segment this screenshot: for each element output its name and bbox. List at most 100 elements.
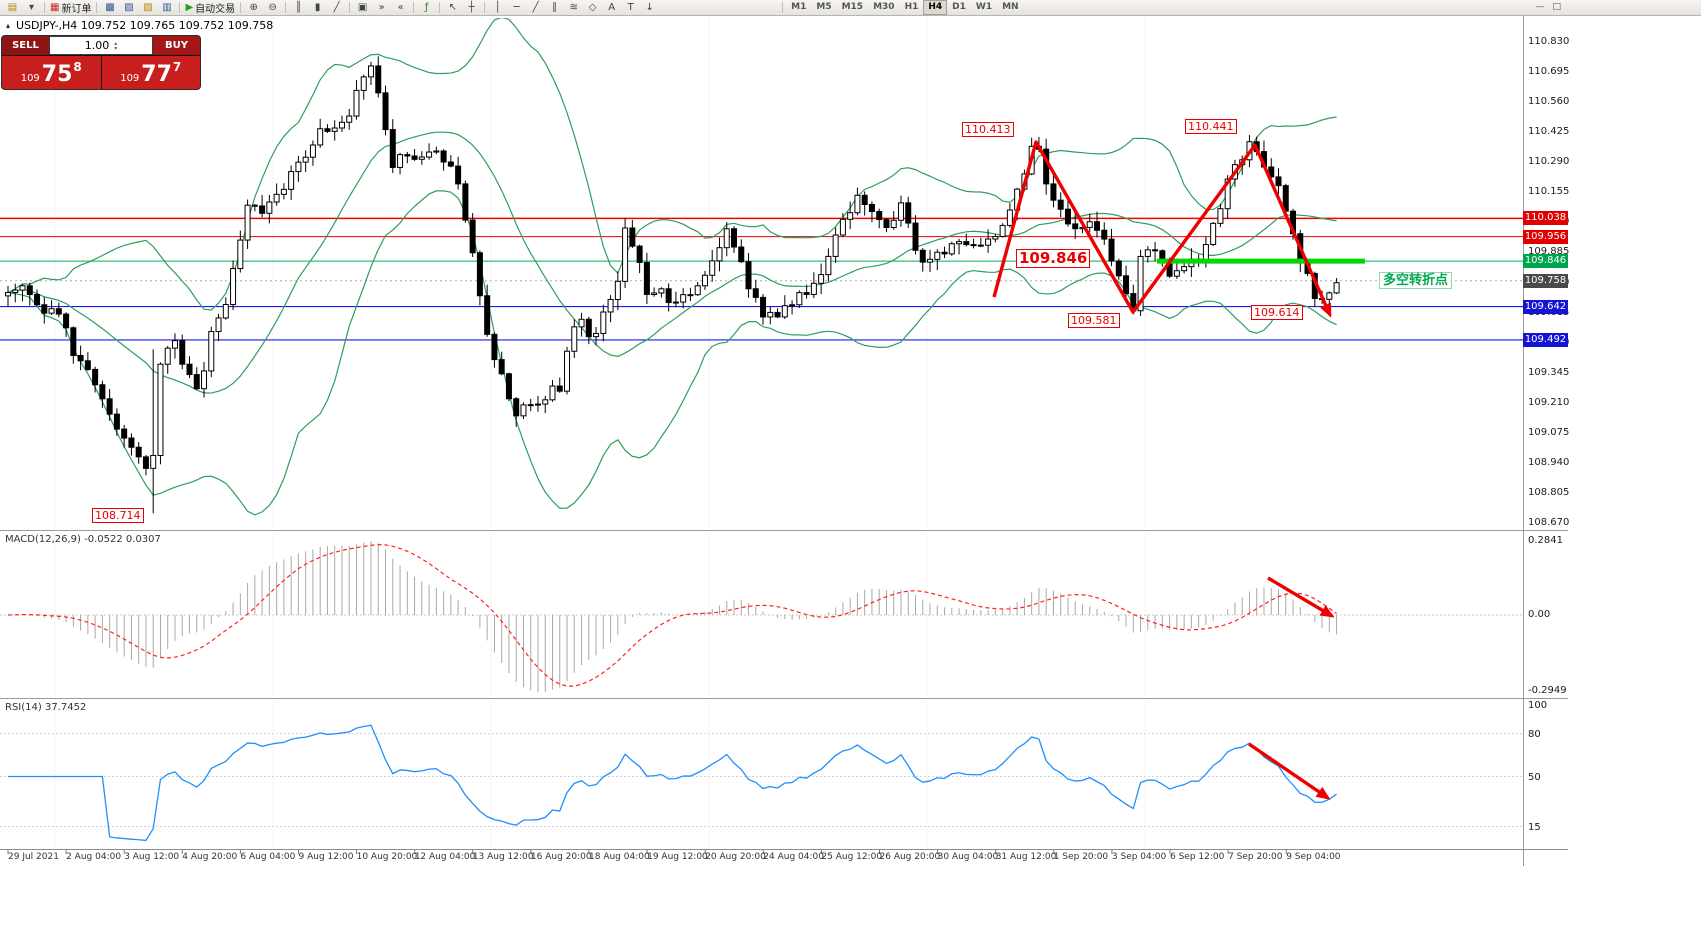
restore-window-icon[interactable]: □ (1552, 2, 1561, 12)
time-axis-label: 4 Aug 20:00 (182, 852, 238, 862)
buy-price-big: 77 (141, 62, 172, 87)
indicators-icon[interactable]: ƒ (417, 1, 436, 15)
spinner-up-icon[interactable]: ▴ (114, 39, 118, 47)
auto-scroll-icon: » (378, 1, 385, 13)
fibonacci-icon[interactable]: ≋ (564, 1, 583, 15)
zoom-in-icon: ⊕ (249, 1, 258, 13)
lot-size-value: 1.00 (84, 39, 110, 52)
sell-button[interactable]: SELL (2, 36, 49, 55)
new-chart-icon: ▤ (7, 1, 18, 13)
timeframe-m5[interactable]: M5 (816, 2, 832, 12)
arrow-object-icon: ↓ (645, 1, 654, 13)
timeframe-m15[interactable]: M15 (841, 2, 864, 12)
candlestick-chart-icon: ▮ (314, 1, 321, 13)
chart-shift-icon[interactable]: « (391, 1, 410, 15)
navigator-icon: ▧ (143, 1, 153, 13)
text-icon: A (608, 1, 616, 13)
panel-separator-rsi[interactable] (0, 697, 1568, 700)
price-tag: 109.492 (1523, 332, 1568, 347)
price-tag: 109.642 (1523, 299, 1568, 314)
crosshair-icon[interactable]: ┼ (462, 1, 481, 15)
time-axis-label: 6 Aug 04:00 (240, 852, 296, 862)
vertical-line-icon[interactable]: │ (488, 1, 507, 15)
new-chart-icon[interactable]: ▤ (3, 1, 22, 15)
price-axis-label: 110.425 (1528, 126, 1570, 138)
horizontal-line-icon[interactable]: ─ (507, 1, 526, 15)
equidistant-channel-icon[interactable]: ∥ (545, 1, 564, 15)
cursor-icon[interactable]: ↖ (443, 1, 462, 15)
zoom-out-icon[interactable]: ⊖ (263, 1, 282, 15)
rsi-axis-label: 100 (1528, 700, 1548, 711)
rsi-indicator-label: RSI(14) 37.7452 (5, 702, 87, 713)
zoom-out-icon: ⊖ (268, 1, 277, 13)
trendline-icon[interactable]: ╱ (526, 1, 545, 15)
price-axis-label: 108.670 (1528, 517, 1570, 528)
buy-price-display[interactable]: 109 77 7 (101, 56, 200, 89)
chart-shift-icon: « (397, 1, 404, 13)
turning-point-label[interactable]: 多空转折点 (1379, 272, 1453, 289)
minimize-window-icon[interactable]: — (1535, 2, 1545, 12)
rsi-axis-label: 50 (1528, 771, 1541, 783)
swing-high-label-2[interactable]: 110.441 (1185, 119, 1237, 134)
new-order-button[interactable]: ▦ 新订单 (48, 1, 93, 15)
window-controls: — □ (1535, 2, 1561, 12)
swing-low-label-3[interactable]: 108.714 (92, 508, 144, 523)
market-watch-icon[interactable]: ▩ (100, 1, 119, 15)
navigator-icon[interactable]: ▧ (138, 1, 157, 15)
price-axis-label: 109.075 (1528, 426, 1570, 438)
profiles-dropdown-icon[interactable]: ▾ (22, 1, 41, 15)
chart-symbol-title: ▴ USDJPY-,H4 109.752 109.765 109.752 109… (6, 19, 273, 32)
data-window-icon[interactable]: ▨ (119, 1, 138, 15)
spinner-down-icon[interactable]: ▾ (114, 44, 118, 52)
autotrading-button[interactable]: ▶ 自动交易 (183, 1, 237, 15)
sell-price-display[interactable]: 109 75 8 (2, 56, 101, 89)
time-axis-label: 3 Sep 04:00 (1111, 852, 1167, 862)
arrow-object-icon[interactable]: ↓ (640, 1, 659, 15)
buy-button[interactable]: BUY (153, 36, 200, 55)
terminal-icon[interactable]: ▥ (157, 1, 176, 15)
market-watch-icon: ▩ (105, 1, 115, 13)
time-axis-label: 20 Aug 20:00 (705, 852, 766, 862)
time-axis-label: 30 Aug 04:00 (937, 852, 999, 862)
price-tag: 109.846 (1523, 254, 1568, 269)
timeframe-w1[interactable]: W1 (975, 2, 993, 12)
lot-spinner[interactable]: ▴ ▾ (114, 39, 118, 52)
shapes-icon[interactable]: ◇ (583, 1, 602, 15)
time-axis-label: 18 Aug 04:00 (589, 852, 650, 862)
line-chart-icon: ╱ (333, 1, 340, 13)
timeframe-d1[interactable]: D1 (952, 2, 966, 12)
time-axis-label: 6 Sep 12:00 (1170, 852, 1225, 862)
crosshair-icon: ┼ (468, 1, 475, 13)
time-axis-label: 9 Sep 04:00 (1286, 852, 1341, 862)
timeframe-h4[interactable]: H4 (923, 0, 948, 15)
autotrading-play-icon: ▶ (185, 1, 194, 13)
pivot-price-label[interactable]: 109.846 (1016, 249, 1091, 268)
price-axis-label: 110.560 (1528, 96, 1570, 108)
rsi-axis-label: 15 (1528, 821, 1541, 833)
price-axis-label: 108.805 (1528, 486, 1570, 498)
text-label-icon[interactable]: T (621, 1, 640, 15)
panel-separator-macd[interactable] (0, 529, 1568, 532)
text-icon[interactable]: A (602, 1, 621, 15)
tile-windows-icon[interactable]: ▣ (353, 1, 372, 15)
timeframe-m30[interactable]: M30 (873, 2, 895, 12)
zoom-in-icon[interactable]: ⊕ (244, 1, 263, 15)
bar-chart-icon[interactable]: ║ (289, 1, 308, 15)
timeframe-mn[interactable]: MN (1002, 2, 1019, 12)
swing-low-label-2[interactable]: 109.614 (1251, 305, 1303, 320)
lot-size-field[interactable]: 1.00 ▴ ▾ (49, 36, 153, 55)
oneclick-collapse-icon[interactable]: ▴ (6, 21, 11, 30)
new-order-button-label: 新订单 (61, 4, 92, 15)
candlestick-chart-icon[interactable]: ▮ (308, 1, 327, 15)
time-axis-label: 7 Sep 20:00 (1228, 852, 1283, 862)
timeframe-h1[interactable]: H1 (904, 2, 919, 12)
indicators-icon: ƒ (424, 1, 429, 13)
swing-high-label-1[interactable]: 110.413 (962, 122, 1014, 137)
timeframe-m1[interactable]: M1 (791, 2, 807, 12)
swing-low-label-1[interactable]: 109.581 (1068, 313, 1120, 328)
one-click-trading-panel: SELL 1.00 ▴ ▾ BUY 109 75 8 109 77 7 (2, 36, 200, 89)
auto-scroll-icon[interactable]: » (372, 1, 391, 15)
line-chart-icon[interactable]: ╱ (327, 1, 346, 15)
